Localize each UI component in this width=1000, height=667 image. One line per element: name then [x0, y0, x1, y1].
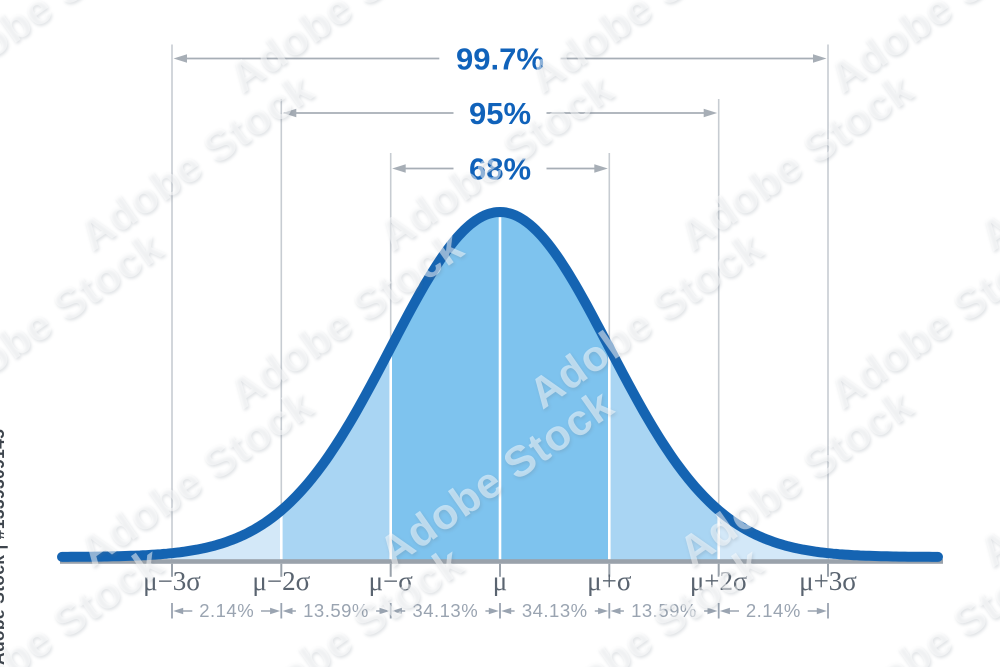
coverage-interval: 95%	[282, 96, 718, 131]
arrowhead-icon	[707, 607, 718, 615]
arrowhead-icon	[719, 607, 730, 615]
arrowhead-icon	[816, 607, 827, 615]
x-tick-label: μ−3σ	[143, 566, 201, 596]
arrowhead-icon	[488, 607, 499, 615]
segment-boundary-bar	[389, 603, 392, 619]
segment-label: 2.14%	[199, 600, 254, 621]
x-tick-label: μ−2σ	[252, 566, 310, 596]
segment-measure: 34.13%	[391, 600, 499, 621]
segment-label: 34.13%	[412, 600, 478, 621]
coverage-label: 95%	[469, 96, 531, 131]
segment-measure: 34.13%	[501, 600, 609, 621]
x-tick-label: μ	[493, 566, 507, 596]
x-tick-label: μ−σ	[369, 566, 414, 596]
arrowhead-icon	[594, 164, 608, 173]
coverage-interval: 68%	[392, 152, 608, 187]
coverage-label: 99.7%	[456, 42, 544, 77]
axis-tick	[499, 563, 501, 577]
segment-measure: 13.59%	[282, 600, 390, 621]
axis-tick	[717, 563, 720, 577]
arrowhead-icon	[501, 607, 512, 615]
axis-tick	[280, 563, 283, 577]
segment-measure: 13.59%	[610, 600, 718, 621]
segment-measure: 2.14%	[173, 600, 281, 621]
arrowhead-icon	[282, 607, 293, 615]
watermark-credit: Adobe Stock | #1339309145	[0, 428, 8, 665]
segment-label: 34.13%	[522, 600, 588, 621]
segment-boundary-bar	[171, 603, 173, 619]
segment-boundary-bar	[280, 603, 283, 619]
distribution-band	[718, 510, 828, 562]
arrowhead-icon	[379, 607, 390, 615]
segment-label: 13.59%	[303, 600, 369, 621]
segment-label: 13.59%	[631, 600, 697, 621]
segment-label: 2.14%	[746, 600, 801, 621]
arrowhead-icon	[270, 607, 281, 615]
axis-tick	[171, 563, 173, 577]
segment-measure: 2.14%	[719, 600, 827, 621]
x-tick-label: μ+3σ	[799, 566, 857, 596]
arrowhead-icon	[173, 607, 184, 615]
segment-boundary-bar	[827, 603, 829, 619]
segment-boundary-bar	[499, 603, 501, 619]
arrowhead-icon	[813, 54, 827, 63]
arrowhead-icon	[610, 607, 621, 615]
arrowhead-icon	[392, 164, 406, 173]
axis-tick	[827, 563, 829, 577]
axis-tick	[389, 563, 392, 577]
distribution-band	[172, 510, 282, 562]
arrowhead-icon	[391, 607, 402, 615]
coverage-interval: 99.7%	[173, 42, 827, 77]
segment-boundary-bar	[717, 603, 720, 619]
x-axis	[60, 559, 943, 564]
arrowhead-icon	[703, 108, 718, 118]
axis-tick	[608, 563, 611, 577]
distribution-band	[390, 212, 500, 562]
x-tick-label: μ+2σ	[690, 566, 748, 596]
arrowhead-icon	[598, 607, 609, 615]
arrowhead-icon	[173, 54, 187, 63]
bell-curve	[57, 207, 943, 562]
distribution-band	[500, 212, 610, 562]
arrowhead-icon	[282, 108, 297, 118]
x-tick-label: μ+σ	[587, 566, 632, 596]
segment-boundary-bar	[608, 603, 611, 619]
coverage-label: 68%	[469, 152, 531, 187]
